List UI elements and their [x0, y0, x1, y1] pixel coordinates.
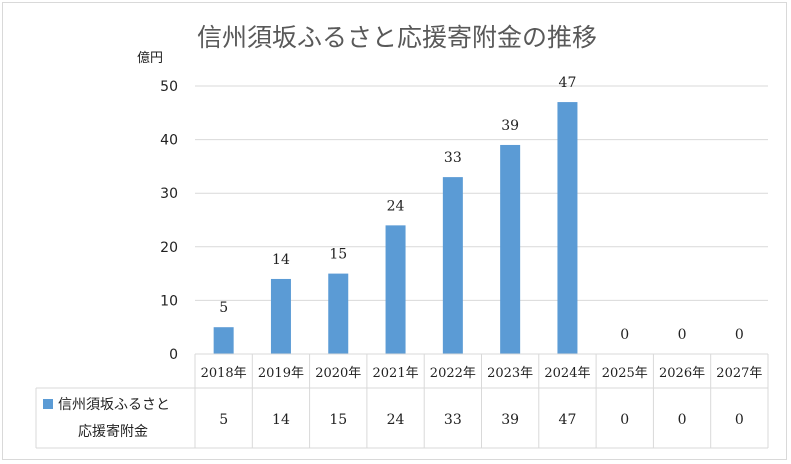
y-tick-label-10: 10	[160, 293, 178, 309]
bar-2020年	[328, 273, 349, 354]
chart-title: 信州須坂ふるさと応援寄附金の推移	[197, 23, 597, 52]
data-label-2019年: 14	[272, 252, 290, 268]
table-value-2027年: 0	[735, 412, 744, 428]
x-tick-label-2023年: 2023年	[487, 366, 533, 381]
bar-2022年	[442, 177, 463, 354]
bar-2024年	[557, 102, 578, 354]
table-value-2023年: 39	[501, 412, 519, 428]
x-tick-label-2027年: 2027年	[716, 366, 762, 381]
bar-2023年	[500, 144, 521, 354]
legend-swatch	[43, 399, 53, 409]
data-label-2026年: 0	[678, 327, 687, 343]
grid-lines	[195, 85, 768, 301]
data-label-2021年: 24	[387, 198, 405, 214]
data-table: 信州須坂ふるさと 応援寄附金 2018年 5 2019年 14 2020年 15 2021年…	[35, 353, 769, 449]
table-value-2020年: 15	[329, 412, 347, 428]
y-tick-label-30: 30	[160, 186, 178, 202]
data-label-2020年: 15	[329, 247, 347, 263]
table-value-2026年: 0	[678, 412, 687, 428]
x-tick-label-2020年: 2020年	[315, 366, 361, 381]
table-value-2022年: 33	[444, 412, 462, 428]
table-value-2021年: 24	[387, 412, 405, 428]
x-tick-label-2024年: 2024年	[544, 366, 590, 381]
table-value-2018年: 5	[219, 412, 228, 428]
x-tick-label-2026年: 2026年	[659, 366, 705, 381]
data-label-2025年: 0	[620, 327, 629, 343]
data-labels: 5 14 15 24 33 39 47 0 0 0	[219, 75, 744, 343]
y-axis-ticks: 0 10 20 30 40 50	[160, 79, 178, 363]
y-tick-label-40: 40	[160, 133, 178, 149]
bar-2021年	[385, 225, 406, 354]
y-axis-unit: 億円	[137, 50, 163, 66]
data-label-2027年: 0	[735, 327, 744, 343]
legend-label-line-2: 応援寄附金	[78, 423, 148, 440]
data-label-2024年: 47	[559, 75, 577, 91]
data-label-2022年: 33	[444, 150, 462, 166]
x-tick-label-2022年: 2022年	[430, 366, 476, 381]
table-value-2024年: 47	[559, 412, 577, 428]
x-tick-label-2018年: 2018年	[201, 366, 247, 381]
y-tick-label-0: 0	[169, 347, 178, 363]
y-tick-label-20: 20	[160, 240, 178, 256]
data-label-2023年: 39	[501, 118, 519, 134]
x-tick-label-2021年: 2021年	[373, 366, 419, 381]
table-value-2019年: 14	[272, 412, 290, 428]
data-label-2018年: 5	[219, 300, 228, 316]
bar-series	[213, 102, 578, 354]
legend-label-line-1: 信州須坂ふるさと	[58, 397, 170, 413]
y-tick-label-50: 50	[160, 79, 178, 95]
x-tick-label-2025年: 2025年	[602, 366, 648, 381]
table-value-2025年: 0	[620, 412, 629, 428]
bar-2018年	[213, 327, 234, 354]
bar-2019年	[270, 278, 291, 354]
x-tick-label-2019年: 2019年	[258, 366, 304, 381]
